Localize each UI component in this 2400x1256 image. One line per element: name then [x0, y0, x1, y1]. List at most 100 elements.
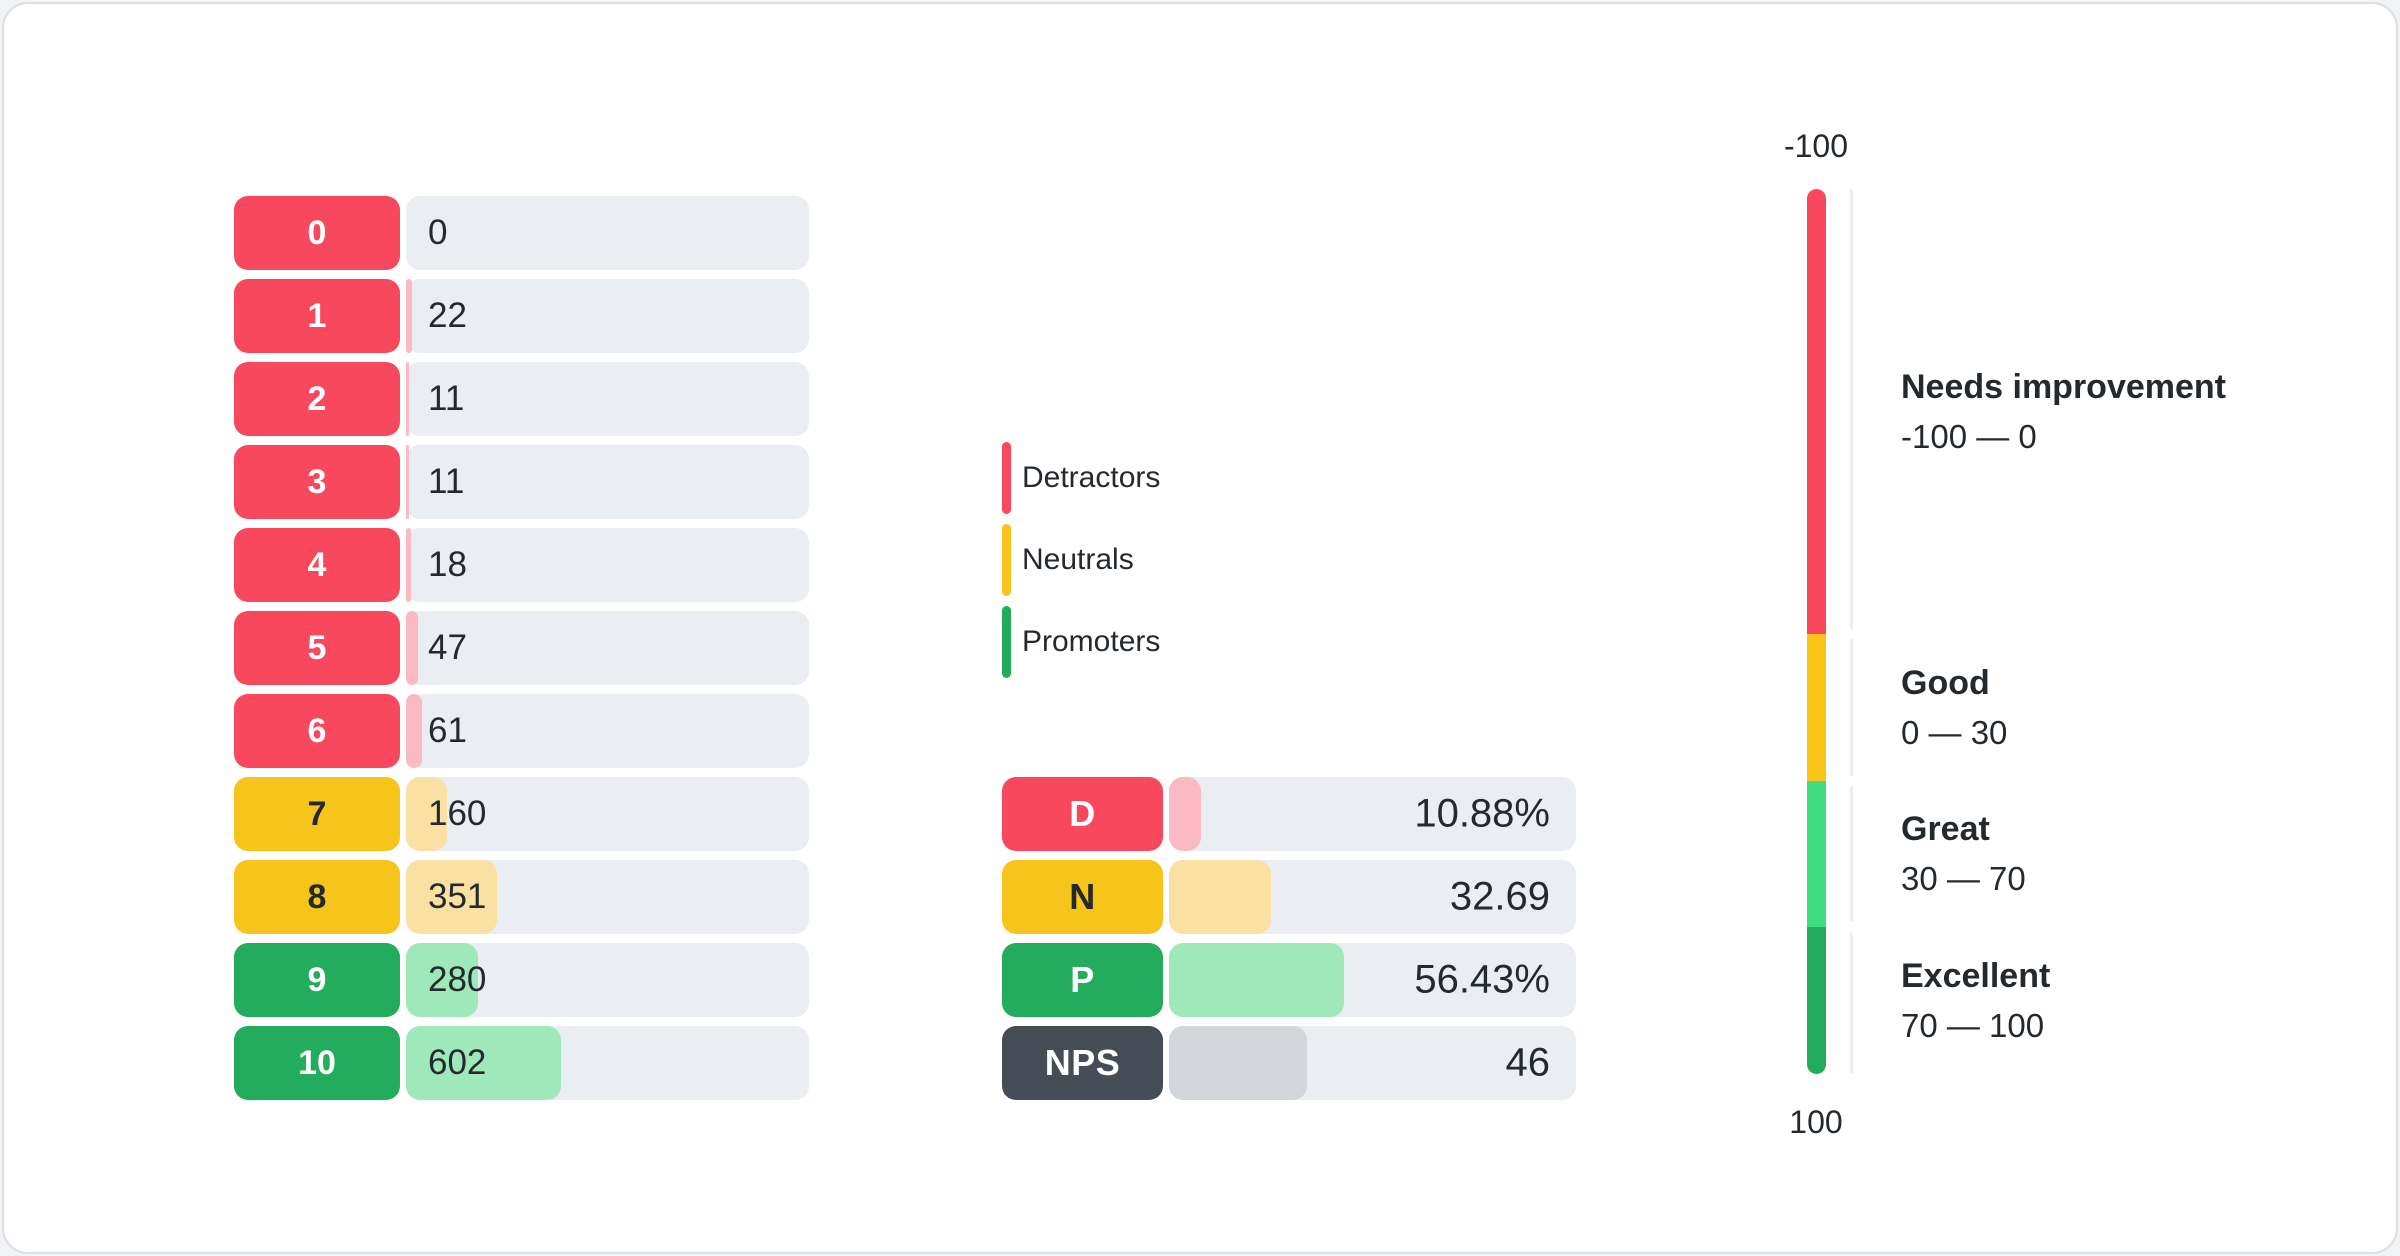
summary-value: 32.69: [1449, 874, 1550, 919]
score-fill: [406, 1026, 562, 1100]
score-row: 1 22: [234, 279, 809, 353]
score-fill: [406, 694, 422, 768]
score-row: 4 18: [234, 528, 809, 602]
score-badge-label: 5: [307, 628, 327, 667]
score-track: 11: [406, 445, 809, 519]
gauge-region-label: Great 30 — 70: [1901, 809, 2026, 899]
score-track: 61: [406, 694, 809, 768]
gauge-region-label: Good 0 — 30: [1901, 663, 2007, 753]
score-track: 0: [406, 196, 809, 270]
score-distribution-chart: 0 0 1 22 2: [234, 196, 809, 1109]
score-row: 0 0: [234, 196, 809, 270]
score-fill: [406, 279, 412, 353]
score-badge-label: 3: [307, 462, 327, 501]
legend-color-pill: [1002, 606, 1011, 678]
score-fill: [406, 445, 409, 519]
legend-item: Neutrals: [1002, 524, 1160, 596]
score-badge-label: 1: [307, 296, 327, 335]
gauge-axis-line-segment: [1850, 786, 1853, 923]
legend: Detractors Neutrals Promoters: [1002, 442, 1160, 688]
score-row: 6 61: [234, 694, 809, 768]
score-track: 160: [406, 777, 809, 851]
gauge-region-range: 70 — 100: [1901, 1006, 2045, 1044]
score-fill: [406, 362, 409, 436]
legend-item: Detractors: [1002, 442, 1160, 514]
score-value: 0: [428, 213, 448, 252]
score-fill: [406, 943, 479, 1017]
gauge-segment: [1807, 189, 1826, 635]
gauge-segment: [1807, 927, 1826, 1074]
gauge-region-name: Excellent: [1901, 956, 2051, 995]
gauge-region-range: 30 — 70: [1901, 860, 2026, 898]
score-track: 351: [406, 860, 809, 934]
score-track: 47: [406, 611, 809, 685]
score-badge: 10: [234, 1026, 400, 1100]
legend-color-pill: [1002, 442, 1011, 514]
summary-badge: NPS: [1002, 1026, 1163, 1100]
score-row: 5 47: [234, 611, 809, 685]
summary-track: 10.88%: [1169, 777, 1576, 851]
gauge-region-name: Great: [1901, 810, 1990, 849]
summary-track: 32.69: [1169, 860, 1576, 934]
score-badge: 5: [234, 611, 400, 685]
score-value: 351: [428, 877, 487, 916]
score-badge-label: 10: [298, 1043, 336, 1082]
score-badge-label: 0: [307, 213, 327, 252]
score-badge-label: 7: [307, 794, 327, 833]
score-badge: 7: [234, 777, 400, 851]
legend-item: Promoters: [1002, 606, 1160, 678]
summary-row: N 32.69: [1002, 860, 1576, 934]
legend-label: Neutrals: [1022, 543, 1134, 576]
score-badge: 1: [234, 279, 400, 353]
gauge-region-range: 0 — 30: [1901, 713, 2008, 751]
score-track: 280: [406, 943, 809, 1017]
gauge-axis-line: [1850, 189, 1853, 1074]
summary-badge: P: [1002, 943, 1163, 1017]
summary-fill: [1169, 777, 1202, 851]
score-row: 2 11: [234, 362, 809, 436]
summary-value: 46: [1505, 1040, 1551, 1085]
legend-label: Detractors: [1022, 461, 1161, 494]
summary-row: NPS 46: [1002, 1026, 1576, 1100]
summary-badge-label: NPS: [1044, 1042, 1121, 1083]
score-value: 160: [428, 794, 487, 833]
gauge-axis-line-segment: [1850, 189, 1853, 630]
summary-badge-label: P: [1070, 959, 1095, 1000]
score-fill: [406, 528, 411, 602]
gauge-region-name: Needs improvement: [1901, 367, 2226, 406]
score-fill: [406, 860, 497, 934]
gauge-axis-line-segment: [1850, 932, 1853, 1074]
summary-fill: [1169, 860, 1272, 934]
summary-track: 46: [1169, 1026, 1576, 1100]
legend-label: Promoters: [1022, 625, 1161, 658]
summary-fill: [1169, 943, 1344, 1017]
gauge-min-label: 100: [1789, 1104, 1843, 1140]
summary-badge-label: D: [1069, 793, 1096, 834]
gauge-region-label: Needs improvement -100 — 0: [1901, 367, 2226, 457]
score-row: 3 11: [234, 445, 809, 519]
score-track: 18: [406, 528, 809, 602]
gauge-region-labels: Needs improvement -100 — 0 Good 0 — 30 Great…: [1901, 189, 2361, 1074]
score-track: 11: [406, 362, 809, 436]
score-value: 11: [428, 462, 465, 501]
score-row: 8 351: [234, 860, 809, 934]
score-badge: 4: [234, 528, 400, 602]
summary-badge: D: [1002, 777, 1163, 851]
gauge-axis-line-segment: [1850, 639, 1853, 777]
summary-fill: [1169, 1026, 1307, 1100]
score-value: 22: [428, 296, 467, 335]
score-badge: 3: [234, 445, 400, 519]
summary-badge-label: N: [1069, 876, 1096, 917]
summary-row: P 56.43%: [1002, 943, 1576, 1017]
summary-track: 56.43%: [1169, 943, 1576, 1017]
score-track: 602: [406, 1026, 809, 1100]
score-badge-label: 8: [307, 877, 327, 916]
legend-color-pill: [1002, 524, 1011, 596]
score-value: 61: [428, 711, 467, 750]
score-row: 9 280: [234, 943, 809, 1017]
score-value: 602: [428, 1043, 487, 1082]
summary-badge: N: [1002, 860, 1163, 934]
score-badge: 0: [234, 196, 400, 270]
score-badge-label: 2: [307, 379, 327, 418]
